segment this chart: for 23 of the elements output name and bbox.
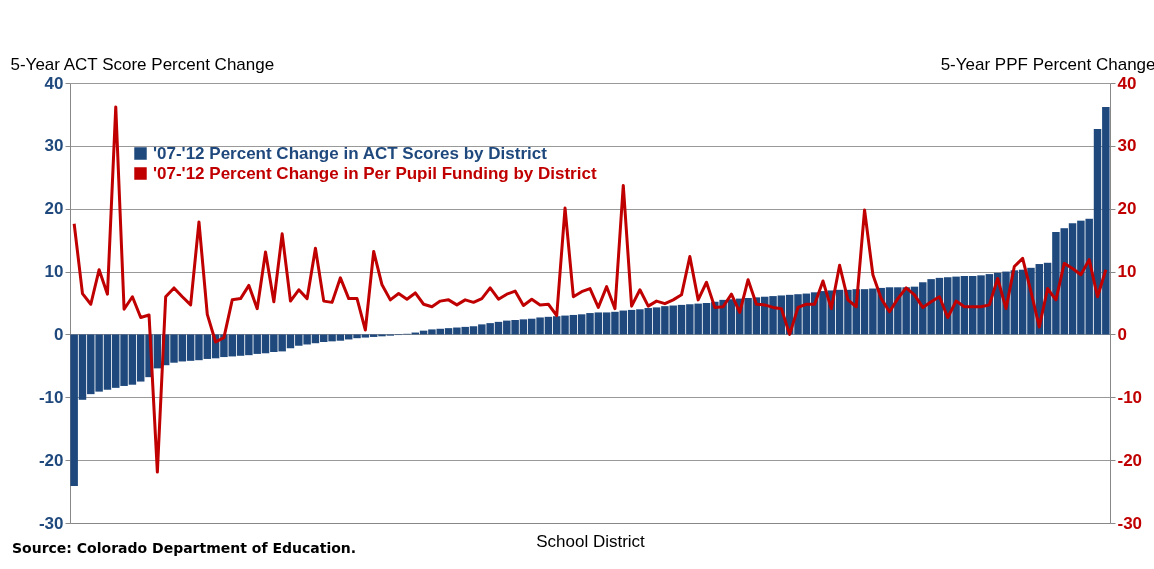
y2-tick-label: 30 [1117,136,1137,156]
y2-tick-label: 40 [1117,73,1137,93]
y-tick-label: 20 [44,199,64,219]
line-series [72,105,1108,474]
y-tick-label: -10 [38,387,64,407]
y2-tick-label: -10 [1117,387,1143,407]
legend-label: '07-'12 Percent Change in ACT Scores by District [153,143,548,163]
y-tick-label: 30 [44,136,64,156]
legend-label: '07-'12 Percent Change in Per Pupil Funding by District [153,163,597,183]
y-tick-label: 0 [54,324,64,344]
y2-tick-label: 0 [1117,324,1127,344]
y2-tick-label: 10 [1117,262,1137,282]
y-tick-label: -20 [38,450,64,470]
source-note: Source: Colorado Department of Education. [12,540,357,556]
y2-tick-label: -30 [1117,513,1143,533]
y-axis-title: 5-Year ACT Score Percent Change [10,54,275,74]
y-tick-label: 40 [44,73,64,93]
x-axis-title: School District [536,531,646,551]
y-tick-label: 10 [44,262,64,282]
y2-tick-label: 20 [1117,199,1137,219]
y2-tick-label: -20 [1117,450,1143,470]
y-tick-label: -30 [38,513,64,533]
y2-axis-title: 5-Year PPF Percent Change [940,54,1154,74]
